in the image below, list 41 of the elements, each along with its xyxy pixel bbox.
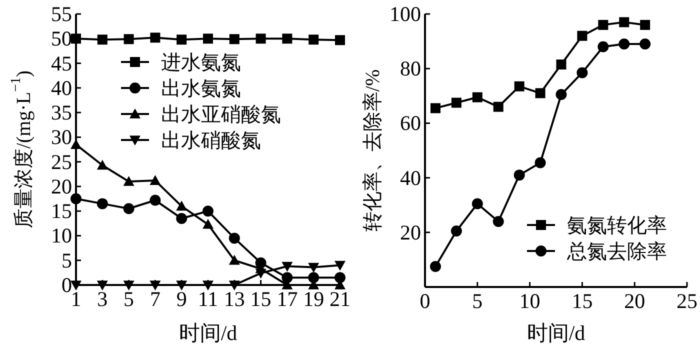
y-tick-label: 20 <box>400 220 421 244</box>
x-tick-label: 5 <box>124 287 134 311</box>
x-axis-title: 时间/d <box>178 321 238 345</box>
y-tick-label: 60 <box>400 111 421 136</box>
y-tick-label: 45 <box>51 51 72 76</box>
x-tick-label: 7 <box>150 287 160 311</box>
y-tick-label: 20 <box>51 174 72 198</box>
legend-label: 出水硝酸氮 <box>161 130 261 152</box>
y-tick-label: 30 <box>51 125 72 150</box>
x-tick-label: 5 <box>472 289 483 313</box>
y-tick-label: 50 <box>51 26 72 51</box>
x-tick-label: 25 <box>676 289 698 313</box>
x-tick-label: 17 <box>276 287 298 311</box>
x-tick-label: 15 <box>572 289 593 313</box>
x-tick-label: 3 <box>97 287 108 311</box>
y-tick-label: 5 <box>62 248 72 272</box>
x-tick-label: 19 <box>303 287 324 311</box>
x-tick-label: 1 <box>70 287 82 311</box>
y-tick-label: 35 <box>51 100 72 125</box>
y-axis-title: 转化率、去除率/% <box>362 69 384 232</box>
x-tick-label: 11 <box>198 287 218 311</box>
x-tick-label: 10 <box>519 289 540 313</box>
legend-label: 出水氨氮 <box>161 78 241 100</box>
y-tick-label: 40 <box>51 76 72 100</box>
y-tick-label: 40 <box>400 166 421 190</box>
legend-label: 氨氮转化率 <box>567 215 667 237</box>
y-tick-label: 55 <box>51 2 72 26</box>
y-tick-label: 15 <box>51 199 72 224</box>
y-tick-label: 25 <box>51 150 72 174</box>
legend-label: 进水氨氮 <box>161 52 241 74</box>
y-tick-label: 10 <box>51 224 72 248</box>
x-tick-label: 21 <box>330 287 350 311</box>
y-tick-label: 100 <box>390 2 421 26</box>
x-tick-label: 13 <box>224 287 245 311</box>
x-tick-label: 20 <box>624 289 646 313</box>
x-axis-title: 时间/d <box>526 321 586 345</box>
legend-label: 总氮去除率 <box>566 241 667 263</box>
x-tick-label: 15 <box>250 287 272 311</box>
y-tick-label: 80 <box>400 56 421 81</box>
x-tick-label: 9 <box>176 287 187 311</box>
legend-label: 出水亚硝酸氮 <box>161 104 281 126</box>
